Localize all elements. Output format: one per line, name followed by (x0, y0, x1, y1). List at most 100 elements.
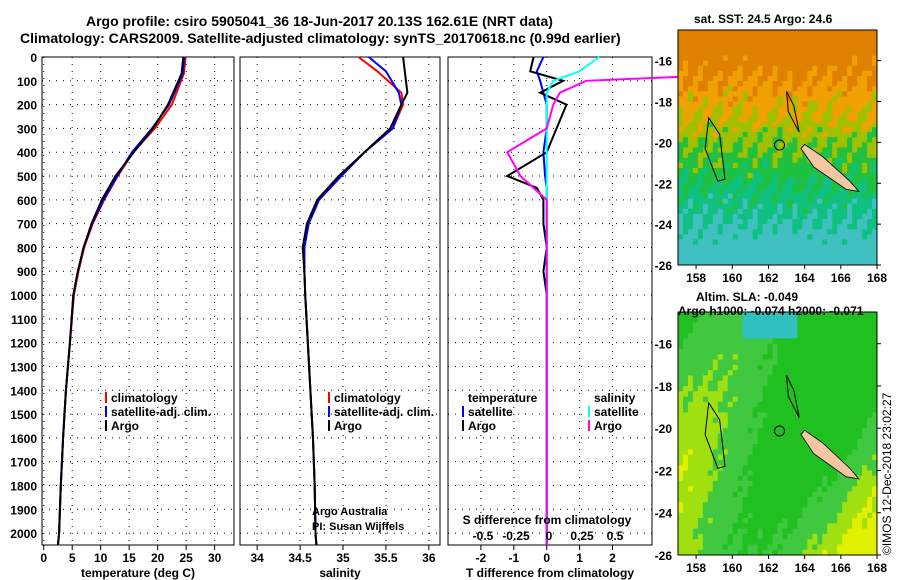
map-cell (802, 449, 808, 456)
map-cell (872, 96, 878, 103)
map-cell (678, 407, 684, 413)
map-cell (707, 203, 714, 210)
map-cell (682, 348, 689, 355)
map-cell (707, 333, 714, 339)
map-cell (697, 167, 704, 174)
map-cell (727, 391, 734, 398)
map-cell (687, 147, 694, 154)
x-tick-label: 5 (69, 551, 76, 565)
map-cell (752, 544, 759, 551)
map-cell (692, 219, 699, 225)
map-cell (777, 533, 783, 540)
map-cell (782, 75, 788, 82)
map-cell (782, 40, 788, 46)
map-cell (852, 147, 858, 154)
map-cell (787, 106, 793, 113)
map-cell (827, 45, 833, 51)
map-cell (847, 55, 853, 62)
map-cell (747, 422, 754, 429)
map-cell (827, 444, 833, 450)
map-cell (847, 433, 853, 440)
map-cell (842, 254, 848, 261)
map-cell (687, 433, 694, 440)
map-cell (787, 496, 793, 503)
map-cell (687, 137, 694, 143)
map-cell (722, 213, 729, 220)
map-cell (827, 533, 833, 540)
map-cell (678, 343, 684, 350)
map-cell (812, 75, 818, 82)
map-cell (707, 35, 714, 41)
map-cell (722, 162, 729, 169)
map-cell (832, 354, 838, 361)
map-cell (757, 359, 764, 366)
map-cell (692, 193, 699, 200)
map-cell (872, 121, 878, 128)
map-cell (837, 70, 843, 77)
map-cell (697, 183, 704, 189)
map-cell (717, 65, 724, 72)
map-cell (707, 127, 714, 133)
map-cell (762, 396, 769, 403)
map-cell (712, 428, 719, 434)
map-cell (712, 60, 719, 67)
map-cell (857, 354, 863, 361)
map-cell (757, 507, 764, 514)
map-cell (862, 193, 868, 200)
map-cell (772, 111, 778, 118)
map-cell (732, 81, 739, 87)
map-cell (817, 465, 823, 471)
map-cell (682, 454, 689, 461)
map-cell (687, 224, 694, 230)
map-cell (847, 111, 853, 118)
map-cell (687, 454, 694, 461)
map-cell (832, 438, 838, 445)
map-cell (757, 116, 764, 123)
map-cell (827, 422, 833, 429)
map-cell (722, 327, 729, 334)
map-cell (827, 106, 833, 113)
map-cell (727, 239, 734, 246)
map-cell (747, 475, 754, 482)
map-cell (682, 338, 689, 345)
map-cell (782, 528, 788, 535)
map-cell (822, 193, 828, 200)
map-cell (727, 518, 734, 524)
map-cell (737, 444, 744, 450)
map-cell (782, 370, 788, 376)
map-cell (872, 249, 878, 256)
map-cell (782, 55, 788, 62)
map-cell (687, 470, 694, 477)
map-cell (792, 249, 798, 256)
map-cell (712, 70, 719, 77)
map-cell (807, 528, 813, 535)
map-cell (772, 343, 778, 350)
map-cell (747, 157, 754, 164)
map-cell (807, 65, 813, 72)
map-cell (872, 496, 878, 503)
map-cell (807, 101, 813, 108)
map-cell (762, 491, 769, 498)
map-cell (707, 491, 714, 498)
map-cell (682, 322, 689, 329)
map-cell (807, 470, 813, 477)
map-cell (702, 396, 709, 403)
map-cell (852, 142, 858, 148)
map-cell (867, 396, 873, 403)
map-cell (682, 312, 689, 318)
map-cell (717, 433, 724, 440)
map-cell (817, 327, 823, 334)
map-cell (702, 359, 709, 366)
map-cell (872, 81, 878, 87)
map-cell (747, 219, 754, 225)
map-cell (757, 312, 764, 318)
map-cell (797, 147, 803, 154)
map-cell (797, 433, 803, 440)
map-cell (692, 127, 699, 133)
map-cell (742, 208, 749, 215)
map-cell (872, 40, 878, 46)
map-cell (837, 213, 843, 220)
map-cell (832, 475, 838, 482)
map-cell (832, 327, 838, 334)
